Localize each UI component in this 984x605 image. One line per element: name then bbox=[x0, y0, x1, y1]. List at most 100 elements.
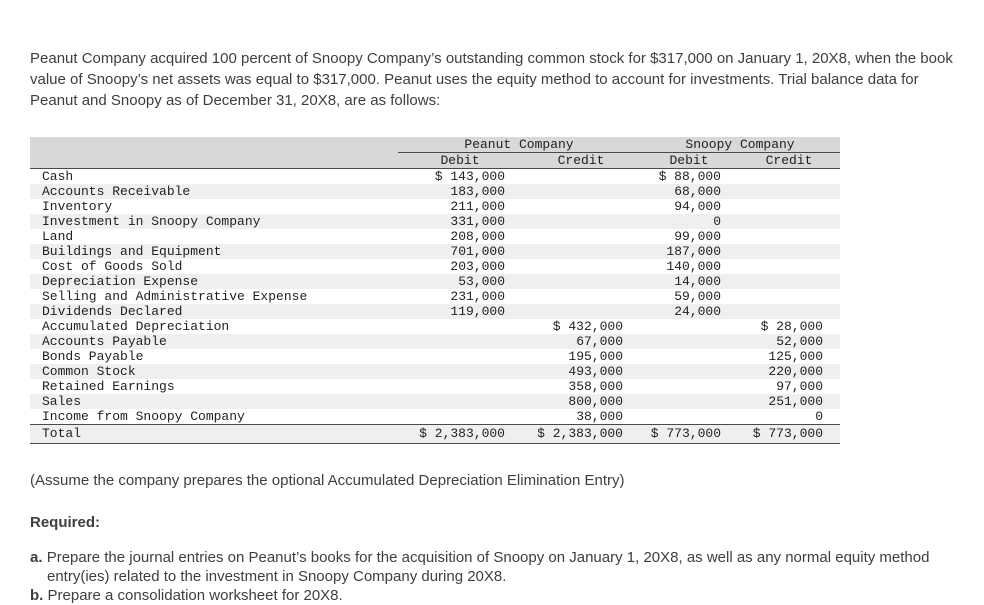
amount-cell: 251,000 bbox=[768, 394, 823, 409]
requirement-b-text: Prepare a consolidation worksheet for 20… bbox=[47, 587, 343, 604]
account-name-cell: Common Stock bbox=[42, 364, 136, 379]
amount-cell bbox=[522, 259, 640, 274]
amount-cell bbox=[398, 349, 522, 364]
amount-cell: 208,000 bbox=[450, 229, 505, 244]
requirement-a-text: Prepare the journal entries on Peanut’s … bbox=[46, 549, 930, 585]
assumption-note: (Assume the company prepares the optiona… bbox=[30, 472, 625, 489]
account-name-cell: Retained Earnings bbox=[42, 379, 175, 394]
amount-cell: 220,000 bbox=[768, 364, 823, 379]
amount-cell bbox=[398, 319, 522, 334]
amount-cell: 0 bbox=[713, 214, 721, 229]
account-name-cell: Investment in Snoopy Company bbox=[42, 214, 261, 229]
requirement-a: a. Prepare the journal entries on Peanut… bbox=[30, 548, 945, 586]
amount-cell: $ 88,000 bbox=[658, 169, 721, 184]
peanut-company-header: Peanut Company bbox=[398, 137, 640, 153]
amount-cell bbox=[738, 199, 840, 214]
document: { "intro": "Peanut Company acquired 100 … bbox=[30, 50, 953, 604]
table-row: Cash $ 143,000 $ 88,000 bbox=[30, 169, 840, 185]
account-name-cell: Selling and Administrative Expense bbox=[42, 289, 308, 304]
account-column-header bbox=[30, 152, 398, 169]
account-name-cell: Accumulated Depreciation bbox=[42, 319, 230, 334]
group-header-row: Peanut Company Snoopy Company bbox=[30, 137, 840, 153]
amount-cell: 59,000 bbox=[674, 289, 721, 304]
total-row: Total $ 2,383,000 $ 2,383,000 $ 773,000 $ 77… bbox=[30, 424, 840, 444]
amount-cell bbox=[522, 199, 640, 214]
amount-cell: $ 2,383,000 bbox=[522, 424, 640, 444]
table-row: Accumulated Depreciation $ 432,000 $ 28,00… bbox=[30, 319, 840, 334]
amount-cell: 38,000 bbox=[576, 409, 623, 424]
amount-cell: 0 bbox=[815, 409, 823, 424]
account-name-cell: Accounts Receivable bbox=[42, 184, 191, 199]
requirement-b: b. Prepare a consolidation worksheet for… bbox=[30, 586, 945, 605]
snoopy-credit-header: Credit bbox=[738, 152, 840, 169]
amount-cell bbox=[738, 214, 840, 229]
amount-cell bbox=[522, 169, 640, 185]
amount-cell bbox=[640, 379, 738, 394]
table-row: Inventory 211,000 94,000 bbox=[30, 199, 840, 214]
amount-cell bbox=[640, 409, 738, 425]
account-name-cell: Income from Snoopy Company bbox=[42, 409, 245, 424]
amount-cell: 99,000 bbox=[674, 229, 721, 244]
table-row: Common Stock 493,000 220,000 bbox=[30, 364, 840, 379]
account-name-cell: Bonds Payable bbox=[42, 349, 144, 364]
table-row: Bonds Payable 195,000 125,000 bbox=[30, 349, 840, 364]
account-name-cell: Cash bbox=[42, 169, 74, 184]
amount-cell: $ 432,000 bbox=[552, 319, 623, 334]
amount-cell: $ 773,000 bbox=[640, 424, 738, 444]
amount-cell: 211,000 bbox=[450, 199, 505, 214]
account-name-cell: Dividends Declared bbox=[42, 304, 183, 319]
amount-cell bbox=[738, 169, 840, 185]
amount-cell: 358,000 bbox=[568, 379, 623, 394]
amount-cell: 119,000 bbox=[450, 304, 505, 319]
required-label: Required: bbox=[30, 514, 101, 531]
amount-cell: 67,000 bbox=[576, 334, 623, 349]
table-row: Investment in Snoopy Company 331,000 0 bbox=[30, 214, 840, 229]
amount-cell bbox=[522, 229, 640, 244]
amount-cell bbox=[398, 364, 522, 379]
amount-cell: 203,000 bbox=[450, 259, 505, 274]
amount-cell: 24,000 bbox=[674, 304, 721, 319]
trial-balance-body: Cash $ 143,000 $ 88,000 Accounts Receivable… bbox=[30, 169, 840, 444]
amount-cell bbox=[522, 184, 640, 199]
amount-cell: 125,000 bbox=[768, 349, 823, 364]
amount-cell bbox=[522, 274, 640, 289]
amount-cell: 231,000 bbox=[450, 289, 505, 304]
column-header-row: Debit Credit Debit Credit bbox=[30, 152, 840, 169]
account-name-cell: Cost of Goods Sold bbox=[42, 259, 183, 274]
amount-cell: 493,000 bbox=[568, 364, 623, 379]
table-row: Depreciation Expense 53,000 14,000 bbox=[30, 274, 840, 289]
amount-cell: 53,000 bbox=[458, 274, 505, 289]
table-header: Peanut Company Snoopy Company Debit Cred… bbox=[30, 137, 840, 169]
requirement-a-letter: a. bbox=[30, 549, 43, 566]
amount-cell bbox=[738, 304, 840, 319]
amount-cell bbox=[640, 364, 738, 379]
amount-cell: 140,000 bbox=[666, 259, 721, 274]
table-row: Dividends Declared 119,000 24,000 bbox=[30, 304, 840, 319]
amount-cell bbox=[398, 334, 522, 349]
amount-cell bbox=[522, 289, 640, 304]
requirement-list: a. Prepare the journal entries on Peanut… bbox=[30, 548, 945, 605]
amount-cell: 195,000 bbox=[568, 349, 623, 364]
amount-cell bbox=[738, 259, 840, 274]
amount-cell bbox=[522, 304, 640, 319]
table-row: Accounts Receivable 183,000 68,000 bbox=[30, 184, 840, 199]
amount-cell bbox=[522, 244, 640, 259]
amount-cell bbox=[398, 394, 522, 409]
amount-cell: 97,000 bbox=[776, 379, 823, 394]
amount-cell: 94,000 bbox=[674, 199, 721, 214]
account-name-cell: Total bbox=[30, 424, 398, 444]
amount-cell bbox=[398, 379, 522, 394]
amount-cell: 331,000 bbox=[450, 214, 505, 229]
amount-cell: 800,000 bbox=[568, 394, 623, 409]
amount-cell bbox=[522, 214, 640, 229]
amount-cell: $ 2,383,000 bbox=[398, 424, 522, 444]
account-name-cell: Land bbox=[42, 229, 74, 244]
amount-cell: 183,000 bbox=[450, 184, 505, 199]
amount-cell bbox=[738, 289, 840, 304]
table-row: Buildings and Equipment 701,000 187,000 bbox=[30, 244, 840, 259]
amount-cell: $ 773,000 bbox=[738, 424, 840, 444]
account-name-cell: Accounts Payable bbox=[42, 334, 167, 349]
table-row: Land 208,000 99,000 bbox=[30, 229, 840, 244]
amount-cell: 187,000 bbox=[666, 244, 721, 259]
requirement-b-letter: b. bbox=[30, 587, 44, 604]
